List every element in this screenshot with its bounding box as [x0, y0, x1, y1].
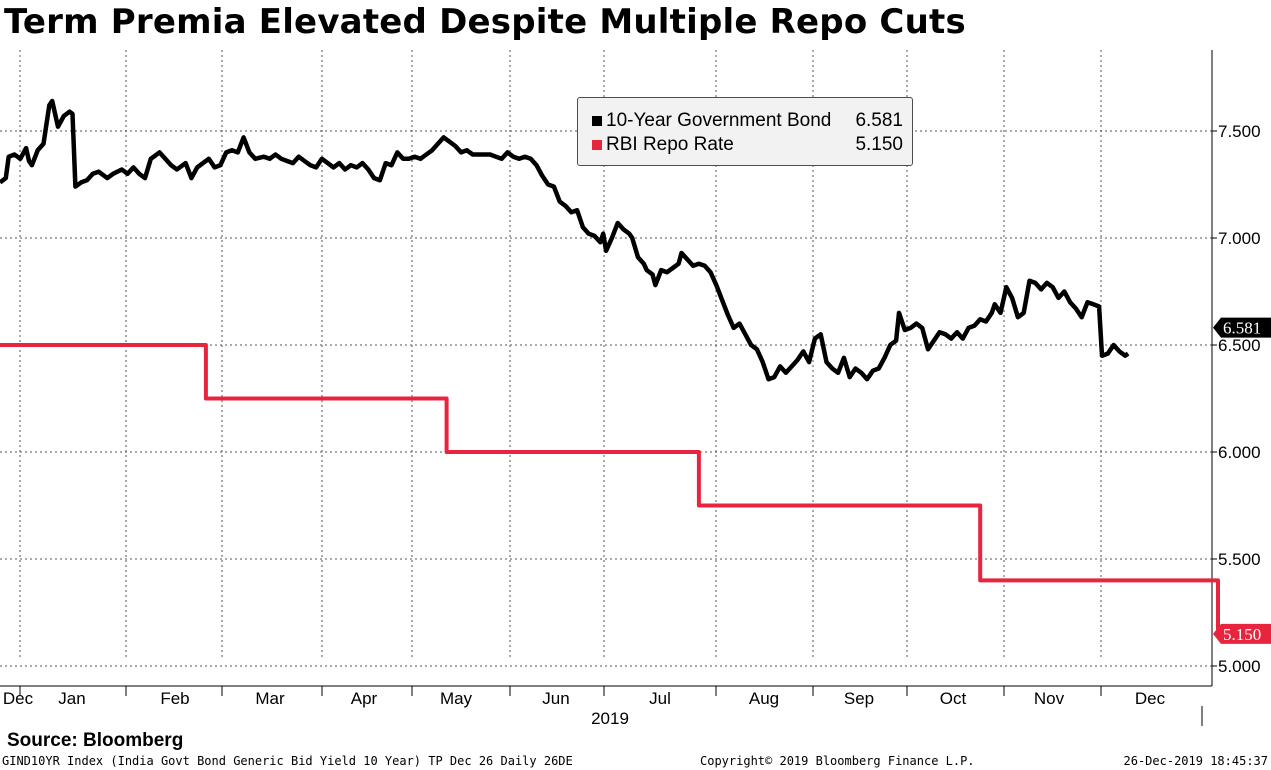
y-tick-label: 7.000: [1218, 229, 1261, 248]
y-tick-label: 6.000: [1218, 443, 1261, 462]
x-tick-label: Jun: [542, 689, 569, 708]
source-note: Source: Bloomberg: [7, 730, 184, 751]
chart-series: [0, 98, 1271, 636]
chart-last-value-labels: 6.581 5.150: [1213, 317, 1271, 644]
last-value-tag-bond: 6.581: [1213, 317, 1271, 338]
last-value-tag-bond-bg: [1213, 317, 1271, 338]
legend-value-repo: 5.150: [855, 134, 903, 155]
x-tick-label: Aug: [749, 689, 779, 708]
x-tick-label: Feb: [160, 689, 189, 708]
x-tick-label: Apr: [351, 689, 378, 708]
y-tick-label: 7.500: [1218, 122, 1261, 141]
y-tick-label: 6.500: [1218, 336, 1261, 355]
footer-timestamp: 26-Dec-2019 18:45:37: [1123, 754, 1269, 768]
x-tick-label: Dec: [1135, 689, 1166, 708]
legend-swatch-repo: [592, 140, 602, 150]
y-tick-label: 5.000: [1218, 657, 1261, 676]
x-tick-label: Jul: [649, 689, 671, 708]
x-tick-label: Nov: [1034, 689, 1065, 708]
legend-item-bond: 10-Year Government Bond 6.581: [578, 109, 912, 133]
footer-ticker: GIND10YR Index (India Govt Bond Generic …: [2, 754, 573, 768]
footer-copyright: Copyright© 2019 Bloomberg Finance L.P.: [700, 754, 975, 768]
legend-value-bond: 6.581: [855, 110, 903, 131]
legend: 10-Year Government Bond 6.581 RBI Repo R…: [577, 97, 913, 166]
x-tick-label: May: [440, 689, 473, 708]
chart-axes: 5.000 5.500 6.000 6.500 7.000 7.500 Dec Jan Feb M…: [0, 50, 1261, 728]
legend-label-bond: 10-Year Government Bond: [606, 110, 832, 131]
legend-item-repo: RBI Repo Rate 5.150: [578, 133, 912, 157]
x-tick-label: Dec: [3, 689, 34, 708]
last-value-tag-repo-bg: [1213, 623, 1271, 644]
x-tick-label: Oct: [940, 689, 967, 708]
legend-swatch-bond: [592, 116, 602, 126]
series-line-bond: [0, 98, 1130, 382]
x-tick-label: Sep: [844, 689, 874, 708]
legend-label-repo: RBI Repo Rate: [606, 134, 734, 155]
last-value-tag-bond-text: 6.581: [1223, 319, 1261, 338]
x-tick-label: Jan: [58, 689, 85, 708]
last-value-tag-repo-text: 5.150: [1223, 625, 1261, 644]
last-value-tag-repo: 5.150: [1213, 623, 1271, 644]
x-year-label: 2019: [591, 709, 629, 728]
y-tick-label: 5.500: [1218, 550, 1261, 569]
x-tick-label: Mar: [255, 689, 285, 708]
series-line-repo: [0, 343, 1271, 636]
chart-title: Term Premia Elevated Despite Multiple Re…: [4, 2, 966, 42]
